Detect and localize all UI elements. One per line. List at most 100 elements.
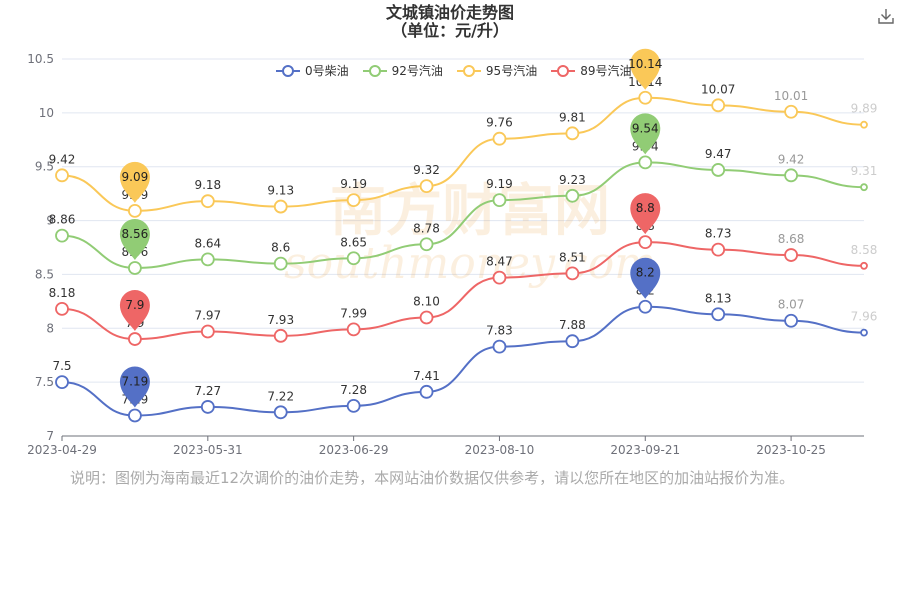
pin-shape [630,113,661,155]
legend-label: 0号柴油 [305,64,349,78]
data-point [200,324,215,339]
data-point [711,163,726,177]
data-point [492,339,507,354]
footnote: 说明：图例为海南最近12次调价的油价走势，本网站油价数据仅供参考，请以您所在地区… [70,469,795,487]
data-label: 8.73 [705,227,732,241]
max-pin: 8.2 [630,257,661,299]
pin-shape [119,218,150,260]
data-point [273,199,288,214]
legend-swatch [276,64,300,77]
data-point [860,120,868,129]
min-pin: 8.56 [119,218,150,260]
data-point [711,307,726,322]
data-label: 7.97 [194,309,221,323]
legend-label: 89号汽油 [580,64,632,78]
data-label: 9.89 [851,102,878,116]
data-label: 9.19 [486,177,513,191]
data-point [784,248,798,262]
data-label: 9.81 [559,110,586,124]
data-point [128,203,142,218]
y-tick-label: 9 [46,214,54,228]
data-label: 9.42 [49,152,76,166]
data-label: 7.5 [52,359,71,373]
data-point [492,270,507,285]
min-pin: 7.9 [119,290,150,332]
pin-shape [630,257,661,299]
pin-label: 9.54 [632,121,659,135]
legend-label: 92号汽油 [391,64,443,78]
data-point [346,398,361,413]
chart-legend: 0号柴油 92号汽油 95号汽油 89号汽油 [276,62,631,79]
data-label: 10.01 [774,89,808,103]
data-point [565,334,580,349]
data-label: 7.93 [267,313,294,327]
data-label: 7.22 [267,389,294,403]
data-label: 9.32 [413,163,440,177]
data-point [638,299,653,314]
data-point [419,384,434,399]
data-point [55,301,69,316]
data-point [565,266,580,281]
data-point [273,256,288,271]
data-point [273,405,288,420]
data-label: 8.64 [194,236,221,250]
data-point [492,193,507,208]
pin-shape [630,193,661,235]
data-point [128,332,142,346]
legend-item-3[interactable]: 89号汽油 [551,62,631,79]
legend-item-0[interactable]: 0号柴油 [276,62,349,79]
pin-shape [119,366,150,408]
data-label: 9.19 [340,177,367,191]
legend-swatch [456,64,481,77]
data-point [565,126,580,141]
max-pin: 8.8 [630,193,661,235]
data-point [784,104,798,119]
series-3: 8.18 7.9 7.97 7.93 7.99 8.10 8.47 8.51 8.8 8.73 8.… [49,193,878,346]
data-point [638,90,653,105]
data-label: 8.47 [486,255,513,269]
x-tick-label: 2023-05-31 [173,443,243,457]
data-label: 8.65 [340,235,367,249]
data-point [784,313,798,328]
series-0: 7.5 7.19 7.27 7.22 7.28 7.41 7.83 7.88 8.2 8.13 8.… [52,257,877,423]
data-label: 7.41 [413,369,440,383]
pin-shape [630,48,661,90]
data-point [200,194,215,209]
data-point [55,228,69,243]
data-label: 10.07 [701,82,735,96]
data-label: 9.23 [559,173,586,187]
data-label: 8.13 [705,291,732,305]
data-point [565,188,580,203]
data-point [346,251,361,266]
y-tick-label: 8.5 [35,267,54,281]
legend-item-1[interactable]: 92号汽油 [362,62,443,79]
legend-item-2[interactable]: 95号汽油 [456,62,538,79]
data-label: 7.28 [340,383,367,397]
series-1: 8.86 8.56 8.64 8.6 8.65 8.78 9.19 9.23 9.54 9.47 9… [49,113,877,275]
watermark-cn: 南方财富网 [330,179,610,244]
data-point [419,310,434,325]
data-point [346,322,361,337]
min-pin: 9.09 [119,161,150,203]
data-label: 8.51 [559,250,586,264]
pin-shape [119,290,150,332]
grid-lines [62,58,864,383]
data-point [492,131,507,146]
chart-title: 文城镇油价走势图 [385,3,514,22]
data-label: 9.47 [705,147,732,161]
data-label: 9.13 [267,184,294,198]
x-tick-label: 2023-04-29 [27,443,97,457]
data-label: 8.68 [778,232,805,246]
data-label: 9.76 [486,116,513,130]
data-point [128,261,142,275]
legend-swatch [551,64,576,77]
data-label: 8.6 [271,241,290,255]
data-point [860,261,868,270]
legend-label: 95号汽油 [485,64,538,78]
download-icon[interactable] [876,6,896,26]
data-label: 8.07 [778,298,805,312]
chart-subtitle: （单位：元/升） [391,21,509,40]
x-tick-label: 2023-10-25 [756,443,826,457]
data-label: 8.58 [851,243,878,257]
